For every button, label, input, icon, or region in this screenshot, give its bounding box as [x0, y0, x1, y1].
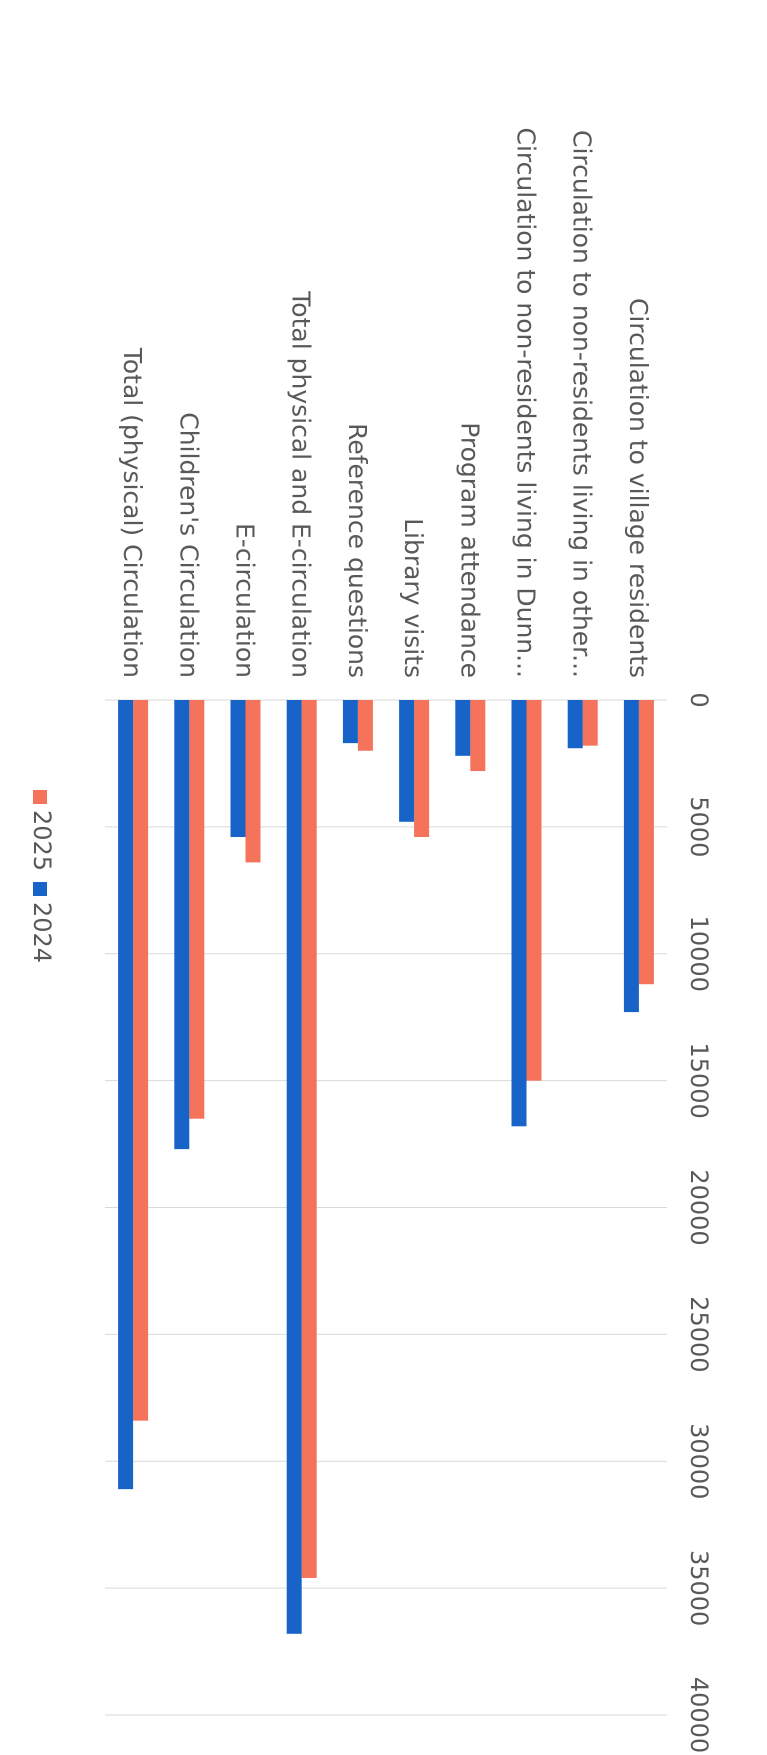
category-label: Circulation to village residents — [624, 298, 653, 678]
bar-2025 — [133, 700, 149, 1421]
legend-label: 2024 — [28, 902, 56, 963]
legend-label: 2025 — [28, 810, 56, 871]
bar-2025 — [301, 700, 317, 1578]
bar-2025 — [189, 700, 205, 1119]
tick-label: 10000 — [685, 916, 713, 992]
bar-2024 — [623, 700, 639, 1013]
bar-2025 — [526, 700, 542, 1081]
legend-swatch — [33, 882, 47, 896]
bar-2024 — [342, 700, 358, 744]
bar-2025 — [245, 700, 261, 863]
bar-2024 — [399, 700, 415, 822]
bar-2024 — [230, 700, 246, 838]
bar-2024 — [118, 700, 134, 1490]
tick-label: 25000 — [685, 1296, 713, 1372]
category-label: Total physical and E-circulation — [287, 290, 316, 678]
category-label: Circulation to non-residents living in D… — [512, 128, 541, 678]
category-labels: Circulation to village residents Circulat… — [118, 128, 653, 678]
category-label: Children's Circulation — [174, 412, 203, 678]
bar-2024 — [286, 700, 302, 1634]
category-label: E-circulation — [231, 523, 260, 678]
tick-label: 20000 — [685, 1169, 713, 1245]
category-label: Library visits — [399, 518, 428, 678]
bar-2025 — [582, 700, 598, 746]
category-label: Total (physical) Circulation — [118, 347, 147, 678]
bars — [118, 700, 654, 1634]
bar-2024 — [174, 700, 190, 1150]
tick-label: 35000 — [685, 1550, 713, 1626]
value-axis-ticks: 0 5000 10000 15000 20000 25000 30000 35000 40000 — [685, 692, 713, 1753]
bar-2024 — [567, 700, 583, 749]
gridlines — [105, 699, 667, 1716]
tick-label: 5000 — [685, 796, 713, 857]
bar-2025 — [357, 700, 373, 751]
tick-label: 40000 — [685, 1677, 713, 1753]
legend-swatch — [33, 790, 47, 804]
legend: 2025 2024 — [28, 790, 56, 963]
bar-2025 — [414, 700, 430, 838]
bar-2024 — [511, 700, 527, 1127]
tick-label: 15000 — [685, 1042, 713, 1118]
category-label: Reference questions — [343, 423, 372, 678]
bar-2024 — [455, 700, 471, 756]
category-label: Program attendance — [455, 422, 484, 678]
bar-2025 — [638, 700, 654, 985]
tick-label: 0 — [685, 692, 713, 707]
bar-2025 — [470, 700, 486, 772]
tick-label: 30000 — [685, 1423, 713, 1499]
category-label: Circulation to non-residents living in o… — [568, 130, 597, 678]
